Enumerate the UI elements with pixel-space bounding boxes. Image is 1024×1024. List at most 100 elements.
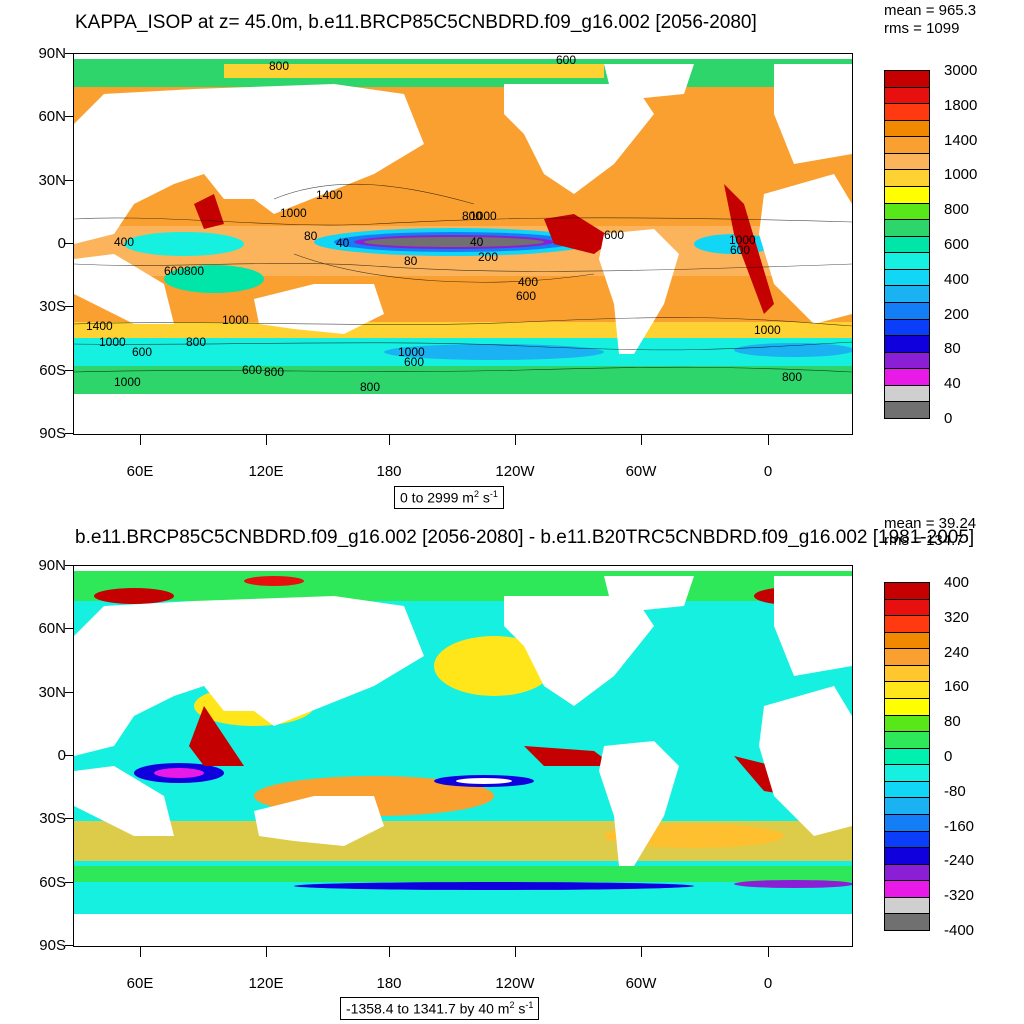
contour-label: 800 <box>462 209 482 223</box>
land-africa-west <box>759 686 852 836</box>
north-pole-gap <box>74 54 852 59</box>
panel1-colorbar-swatch <box>884 186 930 204</box>
panel2-colorbar-swatch <box>884 698 930 716</box>
land-africa-east <box>74 766 174 836</box>
axis-tick <box>266 947 267 957</box>
contour-label: 1000 <box>280 206 307 220</box>
panel2-colorbar-swatch <box>884 631 930 650</box>
panel2-rms: rms = 134.7 <box>884 532 964 549</box>
land-europe <box>774 576 852 676</box>
contour-lines <box>74 183 852 373</box>
panel1-colorbar-label: 1800 <box>944 96 978 114</box>
so-yellow <box>74 322 852 342</box>
panel1-colorbar-swatch <box>884 252 930 270</box>
panel1-colorbar-swatch <box>884 70 930 88</box>
panel1-colorbar-swatch <box>884 384 930 403</box>
panel1-colorbar-label: 1000 <box>944 166 978 184</box>
arctic-red <box>94 588 174 604</box>
contour-label: 600 <box>164 264 184 278</box>
lat-label: 30N <box>38 172 66 189</box>
contour-label: 40 <box>336 236 350 250</box>
panel2-colorbar-swatch <box>884 847 930 865</box>
lon-label: 120W <box>495 975 535 992</box>
panel2-colorbar-swatch <box>884 598 930 617</box>
contour-label: 600 <box>404 355 424 369</box>
panel2-colorbar-label: 240 <box>944 643 970 661</box>
panel2-colorbar-label: 400 <box>944 574 970 591</box>
panel2-units: m <box>497 1000 510 1017</box>
panel1-colorbar-swatch <box>884 285 930 303</box>
contour-label: 200 <box>478 250 498 264</box>
panel2-colorbar-swatch <box>884 764 930 782</box>
contour-label: 800 <box>264 365 284 379</box>
panel2-range-text: -1358.4 to 1341.7 by 40 <box>346 1000 494 1017</box>
panel2-colorbar-label: 80 <box>944 713 961 731</box>
eq-white <box>456 778 512 784</box>
lon-label: 180 <box>376 463 402 480</box>
panel1-colorbar-swatch <box>884 235 930 254</box>
contour-label: 600 <box>730 243 750 257</box>
panel2-colorbar-swatch <box>884 747 930 766</box>
contour-label: 1000 <box>398 345 425 359</box>
contour-label: 80 <box>304 229 318 243</box>
lon-label: 120W <box>495 463 535 480</box>
panel1-colorbar-swatch <box>884 136 930 154</box>
indian-eq-band <box>124 232 244 256</box>
contour-label: 1000 <box>470 209 497 223</box>
contour-label: 1000 <box>222 313 249 327</box>
axis-tick <box>65 691 73 693</box>
lon-label: 0 <box>763 975 773 992</box>
contour-label: 40 <box>470 235 484 249</box>
lat-label: 90N <box>38 45 66 62</box>
lat-label: 90S <box>39 937 66 954</box>
lon-label: 120E <box>248 975 284 992</box>
so-blue-streak <box>294 882 694 890</box>
panel1-colorbar-swatch <box>884 351 930 370</box>
panel1-colorbar-swatch <box>884 268 930 287</box>
axis-tick <box>389 947 390 957</box>
panel1-map-svg: 800 600 1400 1000 400 600 800 1000 800 6… <box>74 54 852 434</box>
panel2-colorbar-swatch <box>884 797 930 815</box>
north-pole-gap <box>74 566 852 571</box>
land-australia <box>254 284 384 334</box>
contour-label: 600 <box>242 363 262 377</box>
lon-label: 60E <box>126 975 154 992</box>
panel2-colorbar-swatch <box>884 896 930 915</box>
contour-label: 400 <box>114 235 134 249</box>
contour-label: 800 <box>360 380 380 394</box>
lat-label: 90S <box>39 425 66 442</box>
panel1-colorbar-swatch <box>884 103 930 121</box>
panel1-colorbar-label: 3000 <box>944 62 978 79</box>
panel1-colorbar-label: 200 <box>944 305 970 323</box>
panel2-colorbar-label: -400 <box>944 922 975 939</box>
axis-tick <box>65 432 73 434</box>
eq-red <box>524 746 614 766</box>
panel1-colorbar-swatch <box>884 152 930 171</box>
panel1-colorbar-swatch <box>884 169 930 187</box>
panel1-units: m <box>462 489 474 506</box>
pacific-east-boundary <box>544 214 614 254</box>
axis-tick <box>65 179 73 181</box>
lat-label: 90N <box>38 557 66 574</box>
panel1-colorbar-swatch <box>884 202 930 221</box>
axis-tick <box>140 435 141 445</box>
axis-tick <box>641 947 642 957</box>
land-africa-west <box>759 174 852 324</box>
axis-tick <box>641 435 642 445</box>
panel2-colorbar-swatch <box>884 913 930 931</box>
panel2-colorbar-swatch <box>884 582 930 600</box>
panel2-map-svg <box>74 566 852 946</box>
so-yellow <box>74 821 852 861</box>
axis-tick <box>515 435 516 445</box>
panel2-map <box>73 565 853 947</box>
contour-label: 600 <box>604 228 624 242</box>
arctic-red-2 <box>244 576 304 586</box>
panel1-colorbar-swatch <box>884 335 930 353</box>
panel2-title: b.e11.BRCP85C5CNBDRD.f09_g16.002 [2056-2… <box>75 527 975 548</box>
eq-min-core <box>364 237 544 247</box>
lat-label: 0 <box>57 235 66 252</box>
land-greenland <box>604 576 694 611</box>
panel2-colorbar-label: 320 <box>944 608 970 626</box>
contour-label: 800 <box>186 335 206 349</box>
axis-tick <box>65 818 73 820</box>
